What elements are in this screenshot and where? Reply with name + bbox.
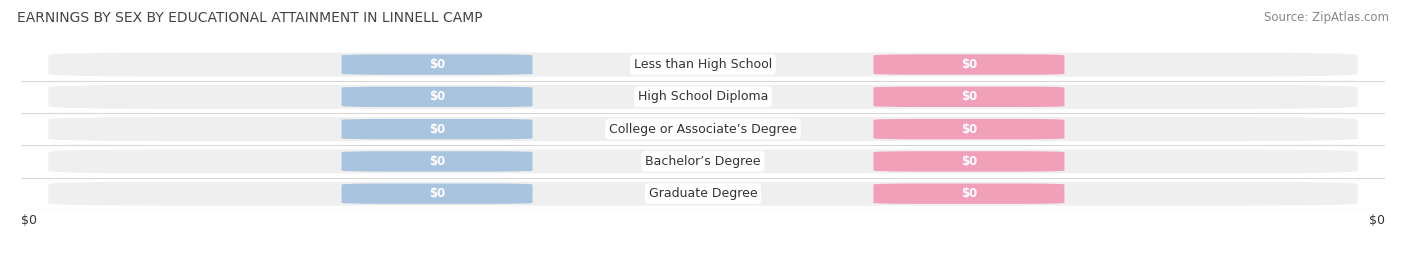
Text: $0: $0 [429, 58, 446, 71]
Text: $0: $0 [429, 187, 446, 200]
FancyBboxPatch shape [342, 183, 533, 204]
Text: Less than High School: Less than High School [634, 58, 772, 71]
Text: $0: $0 [960, 90, 977, 103]
Text: $0: $0 [960, 58, 977, 71]
FancyBboxPatch shape [48, 182, 1358, 206]
Text: Graduate Degree: Graduate Degree [648, 187, 758, 200]
Text: High School Diploma: High School Diploma [638, 90, 768, 103]
Text: $0: $0 [960, 123, 977, 136]
FancyBboxPatch shape [342, 54, 533, 75]
Text: $0: $0 [429, 155, 446, 168]
Text: $0: $0 [429, 123, 446, 136]
FancyBboxPatch shape [48, 85, 1358, 109]
Text: Source: ZipAtlas.com: Source: ZipAtlas.com [1264, 11, 1389, 24]
FancyBboxPatch shape [48, 117, 1358, 141]
FancyBboxPatch shape [873, 183, 1064, 204]
FancyBboxPatch shape [873, 119, 1064, 139]
Text: College or Associate’s Degree: College or Associate’s Degree [609, 123, 797, 136]
Text: $0: $0 [960, 187, 977, 200]
FancyBboxPatch shape [48, 53, 1358, 76]
Text: Bachelor’s Degree: Bachelor’s Degree [645, 155, 761, 168]
Text: $0: $0 [429, 90, 446, 103]
FancyBboxPatch shape [342, 151, 533, 172]
FancyBboxPatch shape [48, 150, 1358, 173]
FancyBboxPatch shape [873, 87, 1064, 107]
Text: $0: $0 [1369, 214, 1385, 227]
Text: $0: $0 [21, 214, 37, 227]
FancyBboxPatch shape [873, 54, 1064, 75]
Text: $0: $0 [960, 155, 977, 168]
FancyBboxPatch shape [873, 151, 1064, 172]
FancyBboxPatch shape [342, 119, 533, 139]
FancyBboxPatch shape [342, 87, 533, 107]
Text: EARNINGS BY SEX BY EDUCATIONAL ATTAINMENT IN LINNELL CAMP: EARNINGS BY SEX BY EDUCATIONAL ATTAINMEN… [17, 11, 482, 25]
